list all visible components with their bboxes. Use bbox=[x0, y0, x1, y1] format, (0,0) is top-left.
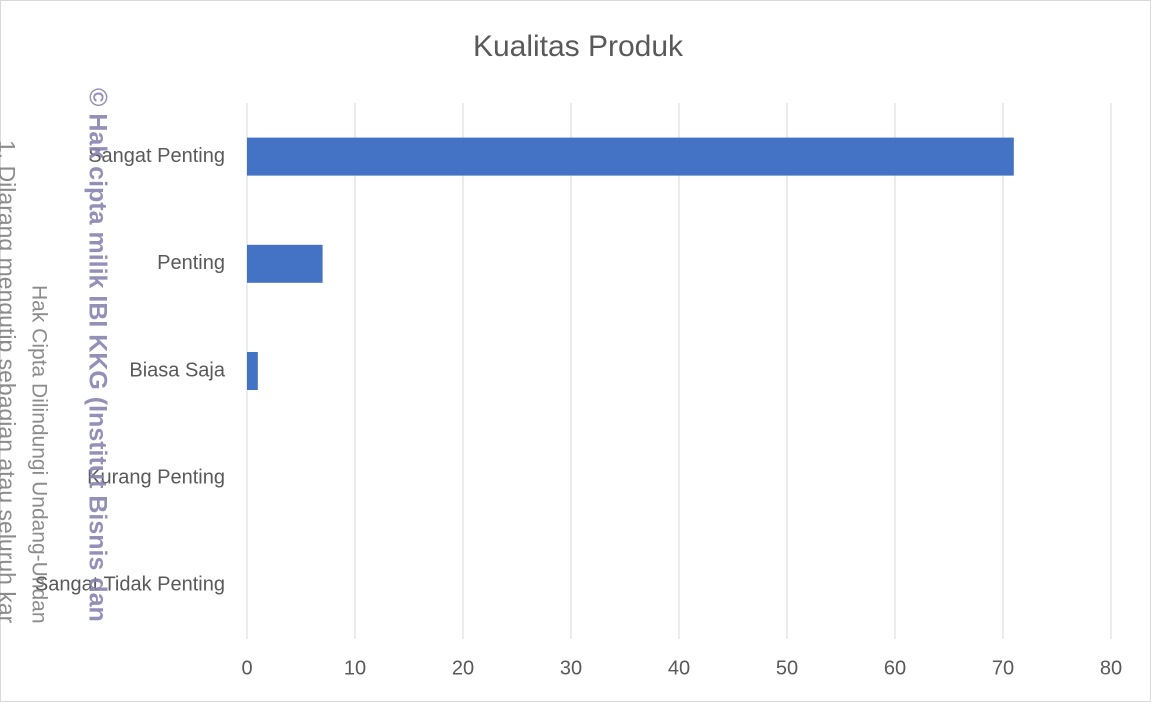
y-tick-label: Penting bbox=[157, 252, 225, 274]
x-tick-label: 10 bbox=[344, 657, 366, 679]
y-tick-label: Biasa Saja bbox=[129, 359, 225, 381]
x-tick-label: 70 bbox=[992, 657, 1014, 679]
bar bbox=[247, 137, 1014, 176]
y-tick-label: Sangat Penting bbox=[88, 145, 225, 167]
y-tick-label: Kurang Penting bbox=[87, 466, 225, 488]
chart-title: Kualitas Produk bbox=[473, 30, 684, 63]
bar bbox=[247, 352, 258, 390]
x-tick-label: 0 bbox=[241, 657, 252, 679]
x-tick-label: 30 bbox=[560, 657, 582, 679]
x-tick-label: 80 bbox=[1100, 657, 1122, 679]
x-tick-label: 60 bbox=[884, 657, 906, 679]
watermark: © Hak cipta milik IBI KKG (Institut Bisn… bbox=[83, 88, 111, 622]
y-tick-label: Sangat Tidak Penting bbox=[35, 574, 225, 596]
x-tick-label: 40 bbox=[668, 657, 690, 679]
x-tick-label: 50 bbox=[776, 657, 798, 679]
watermark: Hak Cipta Dilindungi Undang-Undan bbox=[27, 285, 50, 624]
watermark: 1. Dilarang mengutip sebagian atau selur… bbox=[0, 140, 20, 624]
bar bbox=[247, 244, 323, 283]
x-tick-label: 20 bbox=[452, 657, 474, 679]
